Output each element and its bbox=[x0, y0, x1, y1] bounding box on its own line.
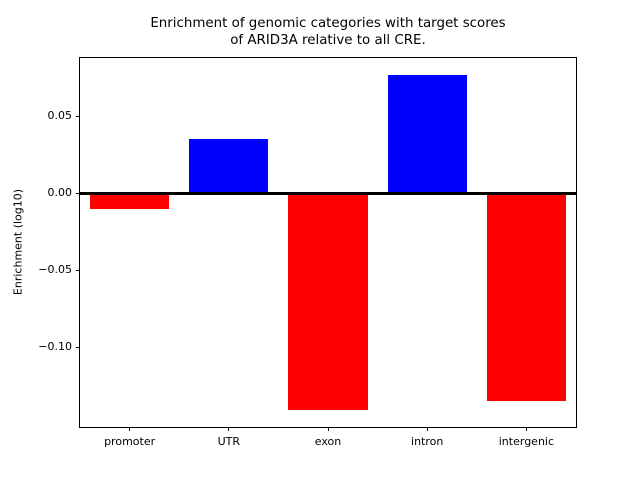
y-tick-label: −0.10 bbox=[38, 340, 72, 354]
x-tick-mark bbox=[228, 427, 230, 431]
y-tick-mark bbox=[76, 192, 80, 194]
bar-exon bbox=[288, 193, 368, 411]
chart-title: Enrichment of genomic categories with ta… bbox=[150, 16, 506, 48]
y-tick-label: −0.05 bbox=[38, 263, 72, 277]
y-tick-mark bbox=[76, 346, 80, 348]
y-tick-mark bbox=[76, 115, 80, 117]
bar-intergenic bbox=[486, 193, 567, 401]
x-tick-label-UTR: UTR bbox=[217, 435, 240, 448]
x-tick-label-exon: exon bbox=[314, 435, 342, 448]
zero-axhline bbox=[80, 191, 576, 195]
bar-intron bbox=[387, 74, 467, 194]
bar-promoter bbox=[89, 193, 170, 209]
x-tick-label-intergenic: intergenic bbox=[498, 435, 555, 448]
plot-area: 0.05 0.00 −0.05 −0.10 promoter UTR exon intron i… bbox=[38, 58, 576, 448]
x-tick-label-promoter: promoter bbox=[104, 435, 156, 448]
x-tick-mark bbox=[426, 427, 428, 431]
y-axis-label: Enrichment (log10) bbox=[11, 188, 25, 296]
y-tick-label: 0.00 bbox=[47, 186, 73, 200]
bar-UTR bbox=[189, 139, 269, 194]
y-tick-mark bbox=[76, 269, 80, 271]
y-tick-label: 0.05 bbox=[47, 109, 73, 123]
x-tick-mark bbox=[327, 427, 329, 431]
x-tick-label-intron: intron bbox=[411, 435, 444, 448]
axes-frame: 0.05 0.00 −0.05 −0.10 promoter UTR exon intron i… bbox=[38, 57, 577, 448]
x-tick-mark bbox=[129, 427, 131, 431]
x-tick-mark bbox=[525, 427, 527, 431]
